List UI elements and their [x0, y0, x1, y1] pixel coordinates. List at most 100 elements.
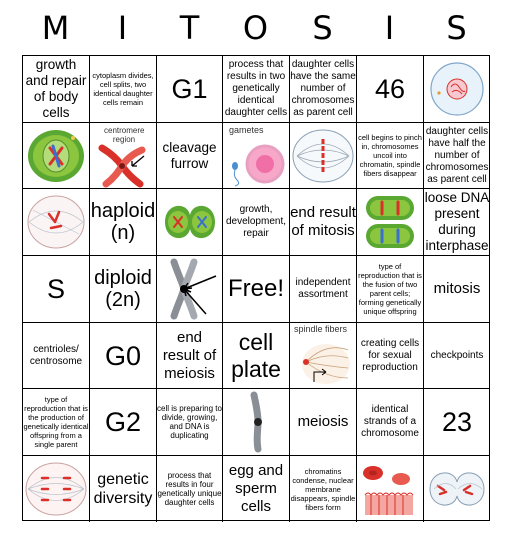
bingo-cell[interactable]: G0	[90, 323, 157, 389]
bingo-cell[interactable]: cell plate	[223, 323, 290, 389]
header-letter: S	[312, 9, 333, 47]
bingo-cell[interactable]: checkpoints	[424, 323, 490, 389]
bingo-cell[interactable]: chromatins condense, nuclear membrane di…	[290, 456, 357, 522]
bingo-cell[interactable]: meiosis	[290, 389, 357, 456]
metaphase-cell-icon	[292, 129, 354, 182]
bingo-cell[interactable]: diploid (2n)	[90, 256, 157, 323]
blood-cells-icon	[363, 466, 414, 515]
bingo-cell[interactable]: growth and repair of body cells	[23, 56, 90, 123]
cell-text: 46	[374, 74, 406, 104]
cell-text: cell is preparing to divide, growing, an…	[157, 404, 222, 440]
bingo-cell[interactable]: growth, development, repair	[223, 189, 290, 256]
bingo-cell[interactable]: loose DNA present during interphase	[424, 189, 490, 256]
bingo-cell[interactable]: gametes	[223, 123, 290, 189]
bingo-cell[interactable]: identical strands of a chromosome	[357, 389, 424, 456]
bingo-cell[interactable]: end result of mitosis	[290, 189, 357, 256]
bingo-cell[interactable]: G2	[90, 389, 157, 456]
cell-text: daughter cells have the same number of c…	[290, 59, 356, 118]
gametes-icon	[232, 144, 285, 186]
header-letter: M	[41, 9, 70, 47]
bingo-cell[interactable]	[357, 456, 424, 522]
cell-text: egg and sperm cells	[228, 462, 284, 515]
bingo-cell[interactable]	[290, 123, 357, 189]
bingo-cell[interactable]: type of reproduction that is the fusion …	[357, 256, 424, 323]
cell-text: chromatins condense, nuclear membrane di…	[290, 466, 356, 512]
cell-text: meiosis	[297, 413, 349, 430]
cell-text: checkpoints	[430, 349, 484, 361]
bingo-cell[interactable]	[223, 389, 290, 456]
bingo-cell[interactable]: type of reproduction that is the product…	[23, 389, 90, 456]
bingo-cell[interactable]: cleavage furrow	[157, 123, 223, 189]
bingo-cell[interactable]: centromere region	[90, 123, 157, 189]
bingo-cell[interactable]: process that results in four genetically…	[157, 456, 223, 522]
bingo-grid: growth and repair of body cells cytoplas…	[22, 55, 490, 522]
cell-text: S	[46, 274, 65, 304]
bingo-cell[interactable]: haploid (n)	[90, 189, 157, 256]
cell-text: genetic diversity	[93, 471, 153, 507]
bingo-cell[interactable]: 46	[357, 56, 424, 123]
cell-text: G1	[171, 74, 208, 104]
spindle-fibers-icon	[302, 343, 350, 384]
prophase-cell-icon	[27, 195, 85, 249]
cell-text: end result of mitosis	[290, 204, 356, 239]
bingo-cell[interactable]: independent assortment	[290, 256, 357, 323]
bingo-cell[interactable]: cell begins to pinch in, chromosomes unc…	[357, 123, 424, 189]
cell-text: growth and repair of body cells	[25, 57, 87, 120]
gametes-label: gametes	[229, 125, 264, 135]
bingo-cell[interactable]: G1	[157, 56, 223, 123]
bingo-cell[interactable]	[23, 123, 90, 189]
bingo-cell[interactable]	[424, 56, 490, 123]
bingo-cell[interactable]: mitosis	[424, 256, 490, 323]
bingo-cell[interactable]	[23, 189, 90, 256]
cell-text: process that results in four genetically…	[157, 471, 222, 507]
bingo-header: M I T O S I S	[22, 0, 490, 56]
cell-text: loose DNA present during interphase	[424, 190, 490, 253]
cell-text: cell begins to pinch in, chromosomes unc…	[358, 133, 422, 178]
cell-text: identical strands of a chromosome	[361, 404, 419, 439]
bingo-cell[interactable]: cytoplasm divides, cell splits, two iden…	[90, 56, 157, 123]
anaphase-cell-icon	[25, 462, 87, 516]
centromere-label: centromere region	[104, 126, 145, 144]
bingo-cell[interactable]	[157, 256, 223, 323]
cell-text: centrioles/ centrosome	[29, 343, 83, 367]
bingo-cell[interactable]: spindle fibers	[290, 323, 357, 389]
header-letter: I	[384, 9, 395, 47]
bingo-cell[interactable]	[357, 189, 424, 256]
bingo-cell[interactable]: cell is preparing to divide, growing, an…	[157, 389, 223, 456]
bingo-cell[interactable]: genetic diversity	[90, 456, 157, 522]
bingo-cell[interactable]	[23, 456, 90, 522]
plant-cell-icon	[28, 129, 84, 182]
cell-text: mitosis	[433, 280, 481, 297]
bingo-cell[interactable]	[424, 456, 490, 522]
bingo-cell[interactable]: daughter cells have the same number of c…	[290, 56, 357, 123]
cell-text: growth, development, repair	[225, 204, 287, 239]
free-space: Free!	[227, 275, 284, 302]
cell-text: cytoplasm divides, cell splits, two iden…	[92, 71, 154, 107]
bingo-cell[interactable]: S	[23, 256, 90, 323]
spindle-label: spindle fibers	[294, 324, 348, 334]
bingo-cell[interactable]: end result of meiosis	[157, 323, 223, 389]
bingo-cell[interactable]: Free!	[223, 256, 290, 323]
cell-text: daughter cells have half the number of c…	[425, 125, 489, 185]
chromosome-centromere-icon	[98, 144, 146, 187]
bingo-cell[interactable]: 23	[424, 389, 490, 456]
bingo-cell[interactable]: creating cells for sexual reproduction	[357, 323, 424, 389]
cell-text: cleavage furrow	[162, 139, 217, 171]
cell-text: type of reproduction that is the fusion …	[358, 262, 422, 316]
single-chromosome-icon	[250, 391, 262, 453]
cell-text: diploid (2n)	[94, 267, 152, 311]
cell-text: end result of meiosis	[162, 328, 217, 382]
bingo-cell[interactable]: egg and sperm cells	[223, 456, 290, 522]
bingo-cell[interactable]: daughter cells have half the number of c…	[424, 123, 490, 189]
bingo-cell[interactable]: process that results in two genetically …	[223, 56, 290, 123]
cell-text: independent assortment	[295, 277, 351, 300]
header-letter: O	[242, 9, 269, 47]
cytokinesis-cell-icon	[429, 472, 485, 506]
dividing-cell-icon	[164, 205, 215, 239]
bingo-cell[interactable]: centrioles/ centrosome	[23, 323, 90, 389]
cell-text: haploid (n)	[90, 200, 156, 244]
bingo-cell[interactable]	[157, 189, 223, 256]
cell-text: creating cells for sexual reproduction	[360, 337, 420, 373]
chromosome-arrows-icon	[170, 258, 216, 320]
